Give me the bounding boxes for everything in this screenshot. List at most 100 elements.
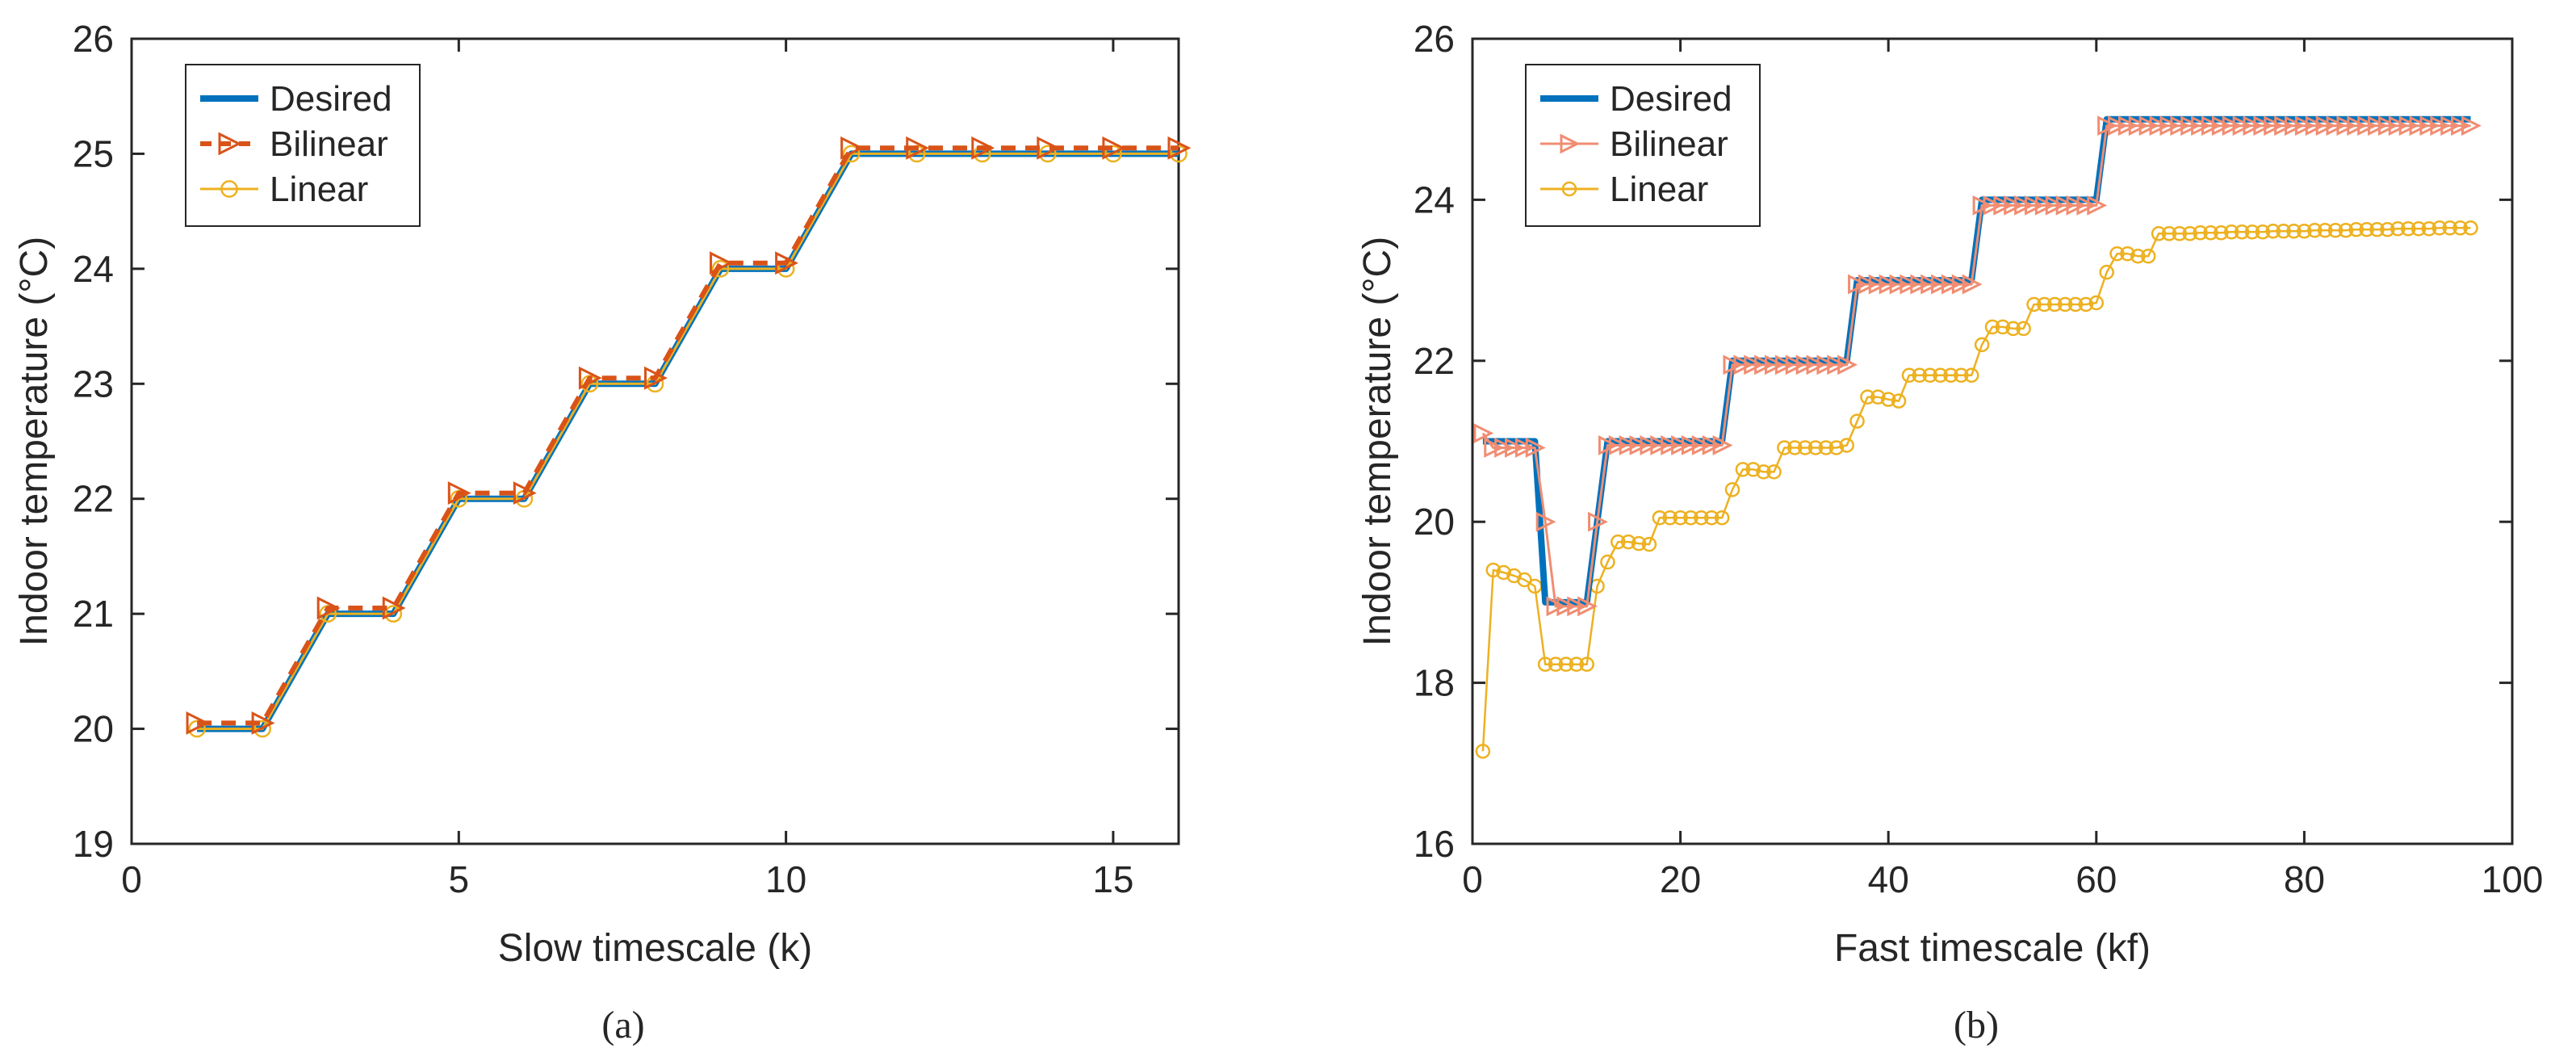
x-tick-label: 0 bbox=[1462, 858, 1483, 900]
data-point bbox=[1806, 354, 1827, 375]
y-axis-label: Indoor temperature (°C) bbox=[13, 237, 56, 646]
data-point bbox=[1496, 564, 1511, 581]
data-point bbox=[1744, 354, 1765, 375]
data-point bbox=[2201, 115, 2222, 136]
data-point bbox=[1848, 274, 1868, 295]
y-tick-label: 19 bbox=[73, 823, 114, 865]
data-point bbox=[2047, 296, 2063, 312]
data-point bbox=[644, 366, 668, 390]
data-point bbox=[1891, 393, 1907, 409]
data-point bbox=[2357, 115, 2378, 136]
data-point bbox=[1795, 354, 1816, 375]
data-point bbox=[2045, 195, 2066, 216]
chart-panel-a: 0 5 10 15 19 20 21 22 23 24 25 26 Slow timescale (k)… bbox=[13, 18, 1192, 970]
data-point bbox=[2255, 224, 2271, 240]
legend-label-desired: Desired bbox=[1610, 79, 1732, 119]
data-point bbox=[1494, 438, 1514, 458]
data-point bbox=[2170, 115, 2191, 136]
data-point bbox=[2359, 222, 2374, 237]
data-point bbox=[2211, 115, 2232, 136]
legend-marker bbox=[1561, 181, 1577, 197]
series-linear bbox=[1475, 220, 2478, 759]
data-point bbox=[1712, 435, 1733, 455]
data-point bbox=[2193, 225, 2208, 241]
y-tick-label: 20 bbox=[73, 708, 114, 750]
data-point bbox=[1972, 195, 1993, 216]
data-point bbox=[1473, 423, 1494, 443]
x-tick-label: 60 bbox=[2075, 858, 2117, 900]
data-point bbox=[2274, 115, 2294, 136]
data-point bbox=[2463, 220, 2478, 236]
data-point bbox=[2161, 226, 2177, 241]
data-point bbox=[1652, 510, 1668, 526]
x-tick-label: 5 bbox=[449, 858, 470, 900]
data-point bbox=[2307, 223, 2323, 238]
data-point bbox=[1849, 413, 1865, 429]
data-point bbox=[1514, 438, 1535, 458]
data-point bbox=[1745, 462, 1761, 477]
legend-marker bbox=[220, 180, 238, 198]
data-point bbox=[2066, 195, 2087, 216]
data-point bbox=[2234, 224, 2250, 240]
data-point bbox=[2057, 296, 2073, 312]
data-point bbox=[2336, 115, 2357, 136]
data-point bbox=[1931, 274, 1951, 295]
legend: Desired Bilinear Linear bbox=[1525, 64, 1761, 227]
data-point bbox=[842, 145, 861, 163]
data-point bbox=[2368, 115, 2388, 136]
data-point bbox=[2327, 223, 2344, 238]
data-point bbox=[1943, 367, 1958, 383]
data-point bbox=[1774, 354, 1795, 375]
data-point bbox=[2140, 248, 2156, 264]
legend-label-bilinear: Bilinear bbox=[1610, 124, 1728, 164]
data-point bbox=[2419, 115, 2440, 136]
data-point bbox=[1837, 354, 1858, 375]
data-point bbox=[1816, 354, 1837, 375]
data-point bbox=[1631, 535, 1647, 552]
data-point bbox=[1673, 510, 1688, 526]
data-point bbox=[1104, 145, 1122, 163]
data-point bbox=[1868, 274, 1889, 295]
data-point bbox=[906, 136, 930, 160]
data-point bbox=[1525, 438, 1546, 458]
data-point bbox=[1714, 510, 1730, 526]
data-point bbox=[2244, 224, 2260, 240]
data-point bbox=[1475, 744, 1491, 759]
data-point bbox=[2286, 224, 2302, 239]
data-point bbox=[1766, 464, 1782, 480]
data-point bbox=[1558, 656, 1574, 672]
data-point bbox=[1556, 596, 1577, 617]
y-tick-label: 24 bbox=[1414, 178, 1455, 220]
data-point bbox=[1703, 510, 1719, 526]
legend: Desired Bilinear Linear bbox=[185, 64, 421, 227]
data-point bbox=[2203, 225, 2218, 241]
data-point bbox=[1983, 195, 2004, 216]
data-point bbox=[1167, 136, 1192, 160]
data-point bbox=[2149, 115, 2170, 136]
data-point bbox=[2297, 224, 2312, 239]
data-point bbox=[1662, 510, 1678, 526]
data-point bbox=[2305, 115, 2326, 136]
data-point bbox=[2120, 245, 2135, 262]
data-point bbox=[1611, 534, 1626, 550]
data-point bbox=[253, 719, 271, 738]
data-point bbox=[1901, 367, 1917, 383]
data-point bbox=[2452, 220, 2468, 236]
data-point bbox=[1777, 440, 1792, 455]
y-tick-label: 18 bbox=[1414, 662, 1455, 704]
data-point bbox=[1827, 354, 1848, 375]
data-point bbox=[1641, 536, 1657, 552]
data-point bbox=[2317, 223, 2333, 238]
y-tick-label: 25 bbox=[73, 132, 114, 174]
data-point bbox=[1723, 354, 1744, 375]
data-point bbox=[711, 260, 730, 278]
data-point bbox=[1787, 440, 1803, 455]
data-point bbox=[2076, 195, 2097, 216]
data-point bbox=[1839, 438, 1854, 453]
data-point bbox=[1933, 367, 1948, 383]
legend-label-bilinear: Bilinear bbox=[270, 124, 388, 164]
data-point bbox=[1984, 319, 2000, 335]
data-point bbox=[2005, 321, 2021, 337]
data-point bbox=[2285, 115, 2305, 136]
